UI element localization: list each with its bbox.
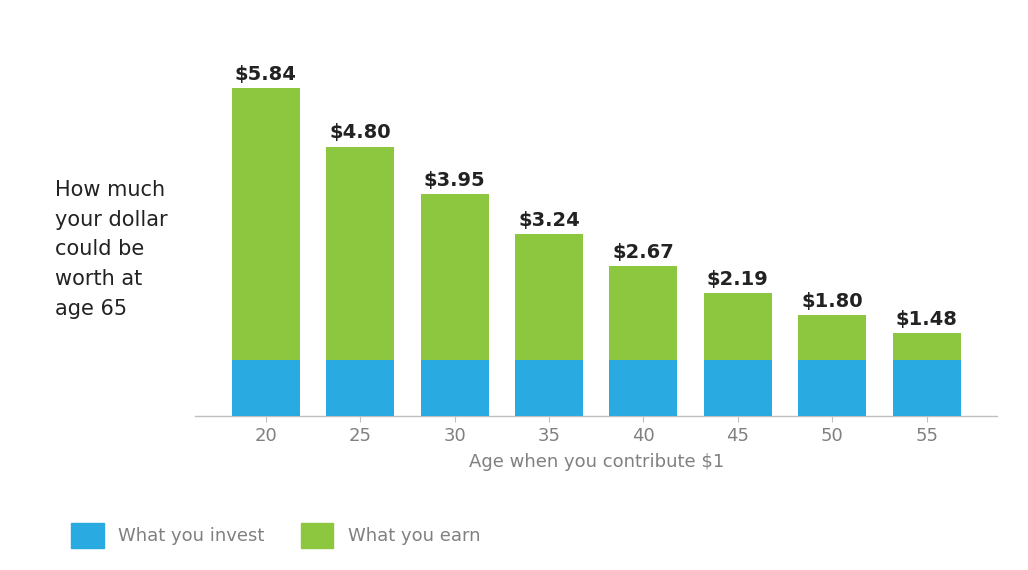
Text: $1.48: $1.48: [895, 310, 958, 328]
Text: $1.80: $1.80: [802, 292, 864, 311]
Bar: [326, 146, 394, 360]
Bar: [326, 360, 394, 416]
Bar: [610, 266, 677, 360]
Bar: [420, 194, 488, 360]
Bar: [515, 234, 583, 360]
Text: $4.80: $4.80: [329, 123, 391, 142]
Bar: [704, 293, 772, 360]
Bar: [799, 360, 867, 416]
Text: $3.95: $3.95: [424, 171, 485, 190]
Text: How much
your dollar
could be
worth at
age 65: How much your dollar could be worth at a…: [56, 180, 168, 319]
X-axis label: Age when you contribute $1: Age when you contribute $1: [469, 453, 724, 471]
Text: $2.67: $2.67: [613, 243, 674, 262]
Bar: [420, 360, 488, 416]
Text: $2.19: $2.19: [707, 270, 769, 288]
Text: $5.84: $5.84: [234, 65, 297, 84]
Text: $3.24: $3.24: [518, 211, 580, 230]
Bar: [515, 360, 583, 416]
Legend: What you invest, What you earn: What you invest, What you earn: [64, 515, 487, 555]
Bar: [799, 315, 867, 360]
Bar: [892, 360, 961, 416]
Bar: [704, 360, 772, 416]
Bar: [892, 333, 961, 360]
Bar: [610, 360, 677, 416]
Bar: [231, 360, 300, 416]
Bar: [231, 88, 300, 360]
